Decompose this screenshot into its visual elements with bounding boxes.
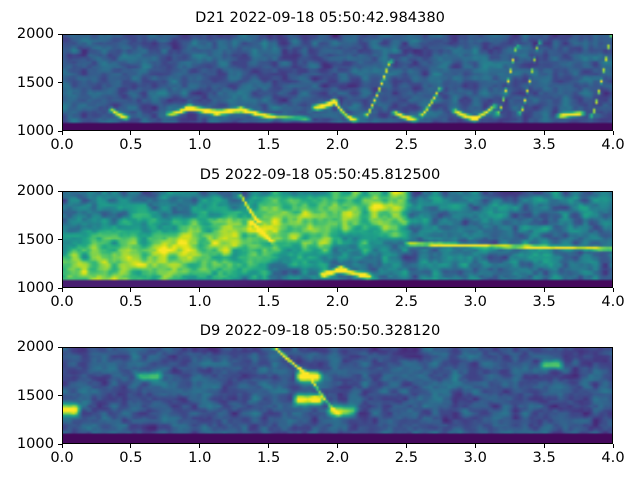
- xtick-mark: [612, 444, 614, 448]
- xtick-mark: [199, 288, 201, 292]
- panel-title-d21: D21 2022-09-18 05:50:42.984380: [195, 9, 445, 26]
- ytick-label: 1500: [16, 386, 54, 404]
- xtick-label: 4.0: [601, 136, 625, 153]
- xtick-label: 0.5: [119, 449, 143, 466]
- xtick-mark: [474, 288, 476, 292]
- xtick-mark: [405, 131, 407, 135]
- xtick-mark: [130, 131, 132, 135]
- spectrogram-axes-d21: [62, 34, 613, 131]
- xtick-label: 3.0: [463, 136, 487, 153]
- ytick-mark: [58, 82, 62, 83]
- xtick-label: 2.0: [325, 293, 350, 310]
- xtick-mark: [337, 288, 338, 292]
- xtick-mark: [199, 444, 201, 448]
- ytick-label: 1000: [16, 279, 54, 296]
- xtick-mark: [474, 444, 476, 448]
- xtick-label: 1.0: [188, 449, 212, 466]
- xtick-label: 2.5: [394, 293, 418, 310]
- xtick-label: 3.0: [463, 449, 487, 466]
- ytick-mark: [58, 346, 62, 348]
- xtick-mark: [268, 131, 270, 135]
- xtick-label: 0.0: [50, 136, 74, 153]
- spectrogram-image-d5: [63, 192, 612, 287]
- ytick-mark: [58, 395, 62, 396]
- xtick-label: 1.0: [188, 293, 212, 310]
- xtick-label: 3.5: [532, 293, 556, 310]
- ytick-label: 1000: [16, 435, 54, 452]
- xtick-mark: [268, 444, 270, 448]
- ytick-label: 1500: [16, 230, 54, 248]
- xtick-mark: [199, 131, 201, 135]
- ytick-mark: [58, 287, 62, 289]
- xtick-mark: [61, 131, 63, 135]
- xtick-mark: [612, 288, 614, 292]
- ytick-mark: [58, 190, 62, 192]
- xtick-label: 3.0: [463, 293, 487, 310]
- xtick-label: 2.5: [394, 136, 418, 153]
- spectrogram-axes-d5: [62, 191, 613, 288]
- xtick-label: 0.0: [50, 449, 74, 466]
- xtick-label: 4.0: [601, 449, 625, 466]
- xtick-mark: [337, 444, 338, 448]
- xtick-label: 2.0: [325, 449, 350, 466]
- xtick-label: 2.0: [325, 136, 350, 153]
- spectrogram-axes-d9: [62, 347, 613, 444]
- xtick-label: 4.0: [601, 293, 625, 310]
- ytick-mark: [58, 443, 62, 445]
- ytick-mark: [58, 33, 62, 35]
- panel-title-d9: D9 2022-09-18 05:50:50.328120: [199, 322, 441, 339]
- ytick-label: 2000: [16, 25, 54, 42]
- xtick-label: 3.5: [532, 449, 556, 466]
- xtick-mark: [337, 131, 338, 135]
- xtick-mark: [61, 444, 63, 448]
- xtick-mark: [130, 288, 132, 292]
- ytick-mark: [58, 239, 62, 240]
- xtick-mark: [543, 444, 545, 448]
- xtick-label: 2.5: [394, 449, 418, 466]
- spectrogram-image-d9: [63, 348, 612, 443]
- xtick-label: 3.5: [532, 136, 556, 153]
- xtick-mark: [612, 131, 614, 135]
- xtick-mark: [405, 288, 407, 292]
- xtick-mark: [268, 288, 270, 292]
- xtick-label: 0.5: [119, 293, 143, 310]
- xtick-label: 1.5: [257, 293, 281, 310]
- xtick-mark: [474, 131, 476, 135]
- xtick-mark: [543, 288, 545, 292]
- ytick-label: 2000: [16, 338, 54, 355]
- panel-title-d5: D5 2022-09-18 05:50:45.812500: [199, 166, 441, 183]
- xtick-label: 0.5: [119, 136, 143, 153]
- xtick-label: 1.5: [257, 449, 281, 466]
- spectrogram-image-d21: [63, 35, 612, 130]
- ytick-label: 1000: [16, 122, 54, 139]
- ytick-mark: [58, 130, 62, 132]
- ytick-label: 1500: [16, 73, 54, 91]
- xtick-mark: [405, 444, 407, 448]
- xtick-mark: [61, 288, 63, 292]
- ytick-label: 2000: [16, 182, 54, 199]
- xtick-label: 0.0: [50, 293, 74, 310]
- xtick-label: 1.0: [188, 136, 212, 153]
- xtick-label: 1.5: [257, 136, 281, 153]
- xtick-mark: [543, 131, 545, 135]
- xtick-mark: [130, 444, 132, 448]
